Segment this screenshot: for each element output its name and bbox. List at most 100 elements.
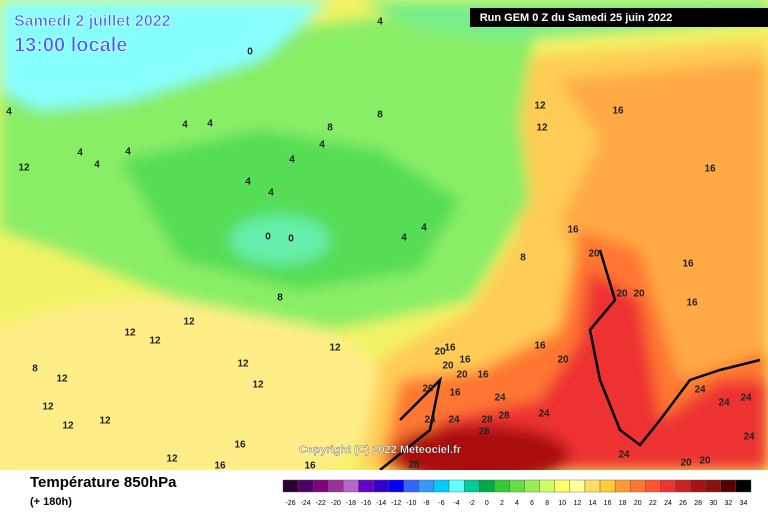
contour-label: 20 [434,347,446,358]
contour-label: 20 [442,361,454,372]
legend-tick-label: 0 [485,500,489,507]
contour-label: 16 [304,461,316,472]
legend-swatch [554,479,571,493]
legend-tick-label: -24 [301,500,311,507]
legend-swatch [735,479,752,493]
isotherm-line [379,376,443,470]
contour-label: 28 [408,460,420,471]
legend-swatch [403,479,420,493]
contour-label: 12 [62,421,74,432]
contour-label: 24 [740,393,752,404]
contour-label: 24 [448,415,460,426]
contour-label: 20 [422,384,434,395]
legend-swatch [433,479,450,493]
contour-label: 24 [424,415,436,426]
contour-label: 24 [618,450,630,461]
legend-swatch [312,479,329,493]
legend-tick-label: 16 [604,500,612,507]
contour-label: 8 [327,123,333,134]
contour-label: 16 [686,298,698,309]
legend-tick-label: 4 [515,500,519,507]
legend-tick-label: 20 [634,500,642,507]
legend-swatch [418,479,435,493]
contour-label: 16 [449,388,461,399]
footer-lead: (+ 180h) [30,496,72,508]
legend-tick-label: 12 [573,500,581,507]
contour-label: 12 [18,163,30,174]
contour-label: 12 [536,123,548,134]
contour-label: 16 [682,259,694,270]
contour-label: 12 [124,328,136,339]
contour-label: 12 [56,374,68,385]
legend-swatch [660,479,676,493]
run-info: Run GEM 0 Z du Samedi 25 juin 2022 [480,12,673,24]
contour-label: 16 [234,440,246,451]
legend-swatch [675,479,691,493]
legend-tick-label: -18 [346,500,356,507]
legend-swatch [282,479,299,493]
contour-label: 0 [247,47,253,58]
legend-tick-label: -20 [331,500,341,507]
forecast-date: Samedi 2 juillet 2022 [14,13,171,30]
contour-label: 12 [534,101,546,112]
contour-label: 12 [42,402,54,413]
contour-label: 8 [32,364,38,375]
contour-label: 24 [743,432,755,443]
legend-tick-label: 14 [589,500,597,507]
legend: -26 -24 -22 -20 -18 -16 -14 -12 -10 -8 -6 -4 -2 0 2 4 6 8… [282,479,752,507]
contour-label: 16 [444,343,456,354]
contour-label: 12 [149,336,161,347]
contour-label: 12 [237,359,249,370]
legend-tick-label: 32 [724,500,732,507]
contour-label: 16 [612,106,624,117]
contour-label: 20 [680,458,692,469]
contour-label: 4 [182,120,188,131]
contour-label: 0 [265,232,271,243]
legend-tick-label: 18 [619,500,627,507]
contour-label: 0 [288,234,294,245]
legend-tick-label: 10 [558,500,566,507]
footer-title: Température 850hPa [30,474,177,491]
legend-swatch [509,479,525,493]
legend-tick-label: 30 [709,500,717,507]
legend-swatch [373,479,389,493]
contour-label: 20 [633,289,645,300]
contour-label: 8 [277,293,283,304]
contour-label: 12 [99,416,111,427]
contour-label: 24 [494,393,506,404]
legend-swatch [584,479,601,493]
legend-swatch [388,479,404,493]
legend-tick-label: 22 [649,500,657,507]
contour-label: 4 [94,160,100,171]
contour-label: 12 [166,454,178,465]
legend-tick-label: -10 [406,500,416,507]
legend-tick-label: 8 [545,500,549,507]
legend-tick-label: 24 [664,500,672,507]
contour-label: 12 [329,343,341,354]
contour-label: 28 [478,427,490,438]
contour-label: 24 [538,409,550,420]
legend-tick-label: 26 [679,500,687,507]
contour-label: 20 [699,456,711,467]
legend-swatch [448,479,465,493]
contour-label: 4 [6,107,12,118]
legend-swatch [705,479,722,493]
temperature-field [0,0,768,470]
legend-tick-label: -12 [391,500,401,507]
legend-tick-label: 6 [530,500,534,507]
legend-tick-label: 2 [500,500,504,507]
contour-label: 4 [77,148,83,159]
contour-label: 4 [421,223,427,234]
contour-label: 16 [214,461,226,472]
legend-tick-label: -16 [361,500,371,507]
legend-tick-label: -4 [453,500,459,507]
contour-label: 16 [459,355,471,366]
contour-label: 4 [289,155,295,166]
contour-label: 20 [588,249,600,260]
legend-swatch [328,479,344,493]
contour-label: 16 [704,164,716,175]
contour-label: 16 [567,225,579,236]
